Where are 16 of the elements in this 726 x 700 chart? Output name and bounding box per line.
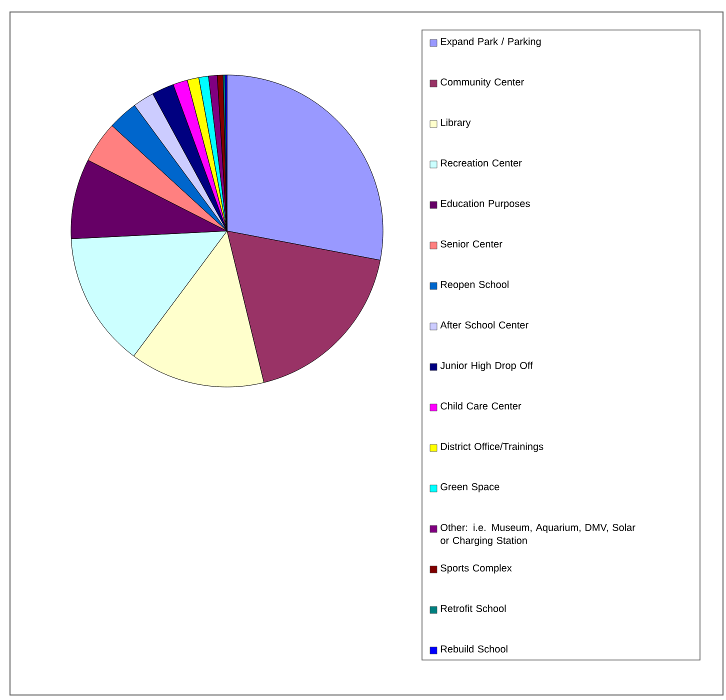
- legend-label: District Office/Trainings: [441, 442, 544, 452]
- legend-label: Community Center: [440, 78, 524, 88]
- legend-label: Junior High Drop Off: [440, 362, 533, 372]
- legend-label: Retrofit School: [441, 604, 506, 612]
- legend-label: Senior Center: [440, 240, 502, 248]
- legend-label: Education Purposes: [441, 200, 530, 210]
- legend-label: Reopen School: [441, 280, 508, 290]
- legend-label: Sports Complex: [440, 564, 512, 574]
- legend-label: Green Space: [440, 483, 500, 492]
- legend-label: Library: [441, 118, 471, 128]
- legend-label: Recreation Center: [441, 159, 522, 167]
- legend-label: Rebuild School: [441, 645, 508, 653]
- legend-label: Other: i.e. Museum, Aquarium, DMV, Solar or Charging Station: [440, 524, 636, 546]
- legend-label: After School Center: [440, 321, 528, 329]
- legend-label: Child Care Center: [440, 402, 522, 410]
- legend-label: Expand Park / Parking: [441, 38, 541, 48]
